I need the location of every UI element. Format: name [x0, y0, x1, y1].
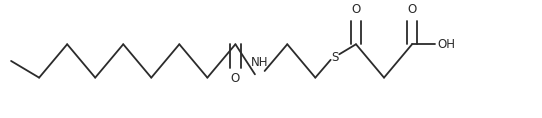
- Text: OH: OH: [437, 38, 455, 51]
- Text: O: O: [351, 3, 360, 16]
- Text: O: O: [408, 3, 417, 16]
- Text: S: S: [331, 51, 339, 64]
- Text: NH: NH: [250, 56, 268, 69]
- Text: O: O: [231, 72, 240, 85]
